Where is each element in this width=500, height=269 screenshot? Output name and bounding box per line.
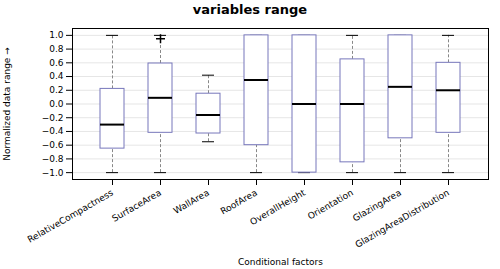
svg-text:−1.0: −1.0	[42, 168, 64, 178]
svg-text:0.0: 0.0	[49, 99, 64, 109]
svg-text:−0.8: −0.8	[42, 154, 64, 164]
svg-text:−0.6: −0.6	[42, 140, 64, 150]
svg-text:RelativeCompactness: RelativeCompactness	[26, 187, 115, 244]
svg-text:−0.2: −0.2	[42, 113, 64, 123]
svg-text:−0.4: −0.4	[42, 126, 64, 136]
svg-text:GlazingAreaDistribution: GlazingAreaDistribution	[353, 188, 451, 250]
svg-text:0.2: 0.2	[49, 85, 63, 95]
svg-text:1.0: 1.0	[49, 30, 64, 40]
svg-text:SurfaceArea: SurfaceArea	[110, 188, 163, 224]
html-text:variables range: variables range	[192, 2, 308, 17]
svg-text:Orientation: Orientation	[306, 188, 355, 222]
svg-text:RoofArea: RoofArea	[219, 188, 259, 217]
svg-text:Normalized data range →: Normalized data range →	[2, 47, 12, 161]
svg-text:0.4: 0.4	[49, 71, 64, 81]
svg-text:OverallHeight: OverallHeight	[248, 187, 307, 227]
svg-text:WallArea: WallArea	[172, 188, 211, 216]
svg-text:Conditional factors: Conditional factors	[238, 257, 323, 267]
svg-text:0.8: 0.8	[49, 44, 64, 54]
svg-text:0.6: 0.6	[49, 58, 64, 68]
